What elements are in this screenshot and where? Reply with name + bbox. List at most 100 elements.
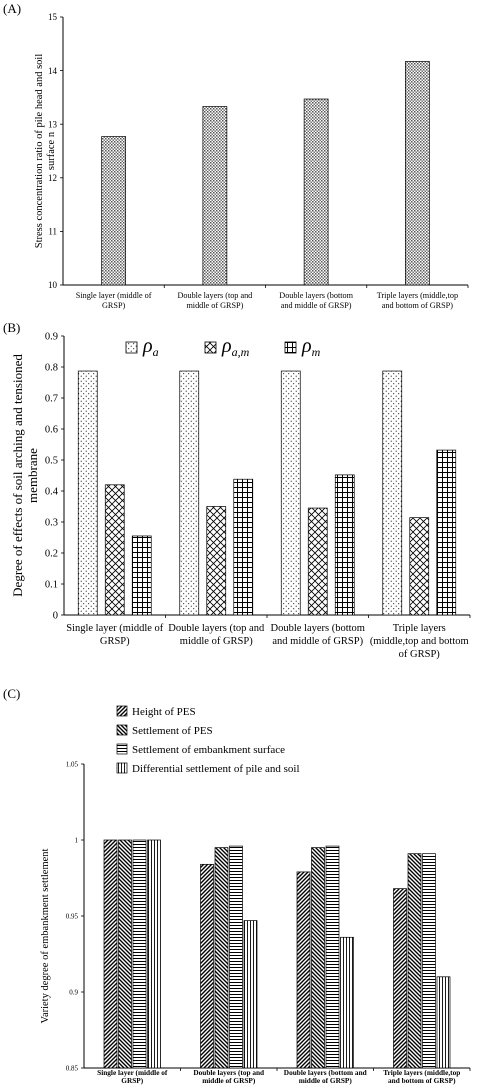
- y-axis-label: surface n: [46, 131, 57, 170]
- bar-grid: [334, 474, 355, 616]
- x-category-label: Double layers (bottom: [271, 623, 365, 634]
- x-category-label: and middle of GRSP): [281, 301, 352, 310]
- legend-swatch-diag-fwd: [116, 705, 128, 717]
- y-axis-label: Stress concentration ratio of pile head …: [34, 54, 45, 249]
- bar-dots: [280, 370, 301, 616]
- bar-vertical: [340, 936, 354, 1069]
- legend-symbol: ρ: [301, 335, 312, 357]
- y-tick-label: 11: [48, 227, 57, 237]
- bar-crosshatch: [104, 484, 125, 616]
- legend-label: Settlement of embankment surface: [132, 744, 285, 756]
- x-category-label: Double layers (top and: [193, 1068, 264, 1077]
- y-tick-label: 0.8: [45, 363, 58, 374]
- bar-diag-fwd: [200, 863, 214, 1069]
- bar-grid: [436, 449, 457, 616]
- x-category-label: (middle,top and bottom: [370, 636, 469, 647]
- x-category-label: of GRSP): [399, 649, 441, 660]
- y-tick-label: 0.4: [45, 487, 59, 498]
- bar-diag-back: [311, 847, 325, 1069]
- x-category-label: Triple layers (middle,top: [383, 1068, 460, 1077]
- y-axis-label: membrane: [25, 448, 40, 503]
- legend-symbol: ρ: [221, 335, 232, 357]
- legend-label: Height of PES: [132, 706, 196, 718]
- x-category-label: Double layers (bottom: [279, 291, 353, 300]
- panel-label: (A): [3, 1, 21, 16]
- legend-label: Differential settlement of pile and soil: [132, 763, 300, 775]
- legend-subscript: a,m: [232, 345, 250, 359]
- x-category-label: middle of GRSP): [202, 1076, 256, 1085]
- y-tick-label: 0.6: [45, 425, 58, 436]
- bar-diag-fwd: [296, 871, 311, 1069]
- legend-label: ρa: [142, 335, 159, 359]
- y-tick-label: 15: [48, 12, 58, 22]
- x-category-label: GRSP): [100, 636, 130, 647]
- x-category-label: middle of GRSP): [186, 301, 243, 310]
- bar-vertical: [147, 839, 161, 1069]
- panel-c-chart: (C) 0.85 0.9 0.95 1 1.05 Single layer (middle …: [3, 686, 471, 1085]
- legend-swatch-vertical: [116, 762, 128, 774]
- x-category-label: Double layers (bottom and: [284, 1068, 367, 1077]
- legend-label: ρa,m: [221, 335, 250, 359]
- bar: [202, 106, 228, 286]
- panel-label: (B): [3, 320, 20, 335]
- x-category-label: Double layers (top and: [177, 291, 252, 300]
- legend-swatch-horizontal: [116, 743, 128, 755]
- legend-swatch-grid: [284, 341, 297, 354]
- legend-label: Settlement of PES: [132, 725, 213, 737]
- bar-horizontal: [325, 845, 340, 1069]
- legend-subscript: a: [153, 345, 159, 359]
- bar-diag-back: [407, 853, 422, 1069]
- y-tick-label: 10: [48, 280, 58, 290]
- bar-dots: [179, 370, 200, 616]
- x-category-label: and middle of GRSP): [272, 636, 363, 647]
- bar-crosshatch: [409, 517, 430, 616]
- y-tick-label: 0: [53, 611, 58, 622]
- bar-dots: [382, 370, 403, 616]
- bar-crosshatch: [206, 506, 227, 616]
- x-category-label: Triple layers: [393, 623, 446, 634]
- x-category-label: and bottom of GRSP): [388, 1076, 456, 1085]
- y-tick-label: 0.3: [45, 518, 58, 529]
- bar-grid: [233, 478, 254, 616]
- bar-diag-fwd: [393, 888, 407, 1069]
- y-axis-label: Degree of effects of soil arching and te…: [10, 354, 25, 597]
- legend-swatch-dots: [125, 341, 138, 354]
- bar-diag-back: [214, 847, 229, 1069]
- y-tick-label: 14: [48, 66, 58, 76]
- panel-a-chart: (A) 10 11 12 13 14 15 Single layer (middle ofGR…: [3, 1, 469, 310]
- bar-diag-fwd: [103, 839, 118, 1069]
- bar-diag-back: [118, 839, 132, 1069]
- bar-grid: [131, 535, 152, 616]
- x-category-label: and bottom of GRSP): [382, 301, 453, 310]
- x-category-label: middle of GRSP): [299, 1076, 353, 1085]
- x-category-label: middle of GRSP): [180, 636, 253, 647]
- bar-horizontal: [132, 839, 147, 1069]
- bar-vertical: [243, 920, 258, 1069]
- bar-crosshatch: [307, 507, 328, 616]
- y-tick-label: 0.9: [69, 988, 78, 996]
- legend-subscript: m: [312, 345, 321, 359]
- bar: [303, 98, 329, 286]
- y-tick-label: 0.7: [45, 394, 58, 405]
- bar-vertical: [436, 976, 451, 1069]
- x-category-label: Single layer (middle of: [66, 623, 164, 634]
- x-category-label: GRSP): [121, 1076, 143, 1085]
- y-tick-label: 1.05: [66, 760, 79, 768]
- x-category-label: Double layers (top and: [168, 623, 265, 634]
- y-tick-label: 0.2: [45, 549, 58, 560]
- y-tick-label: 0.5: [45, 456, 58, 467]
- y-tick-label: 12: [48, 173, 57, 183]
- y-tick-label: 1: [75, 836, 79, 844]
- y-tick-label: 0.9: [45, 332, 58, 343]
- legend-swatch-crosshatch: [204, 341, 217, 354]
- y-tick-label: 13: [48, 119, 58, 129]
- x-category-label: Single layer (middle of: [76, 291, 152, 300]
- y-axis-label: Variety degree of embankment settlement: [40, 848, 51, 1023]
- x-category-label: Triple layers (middle,top: [377, 291, 458, 300]
- x-category-label: Single layer (middle of: [97, 1068, 168, 1077]
- bar-horizontal: [229, 845, 243, 1069]
- bar: [101, 136, 126, 286]
- bar-dots: [77, 370, 98, 616]
- panel-b-chart: (B) 0 0.1 0.2 0.3 0.4 0.5 0.6 0.7 0.8 0.9 Single la…: [3, 320, 471, 660]
